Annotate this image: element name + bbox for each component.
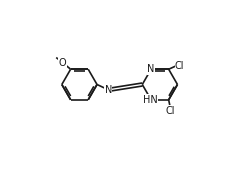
Text: N: N <box>147 64 155 74</box>
Text: Cl: Cl <box>166 106 175 116</box>
Text: N: N <box>105 85 112 95</box>
Text: HN: HN <box>143 95 158 105</box>
Text: N: N <box>105 85 112 95</box>
Text: O: O <box>59 58 66 68</box>
Text: Cl: Cl <box>175 61 184 71</box>
